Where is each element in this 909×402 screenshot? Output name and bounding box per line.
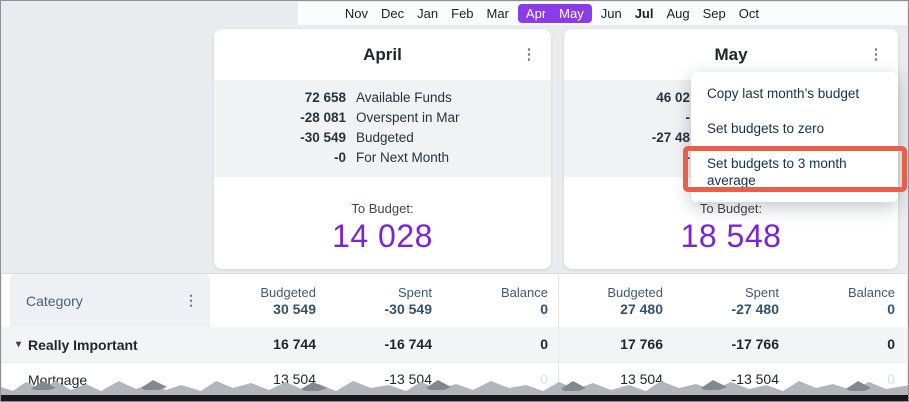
summary-label: For Next Month [356, 150, 450, 165]
budget-table: Category ⋮ Budgeted 30 549 Spent -30 549… [2, 273, 907, 400]
summary-value: -28 081 [300, 110, 346, 125]
cell-balance: 0 [540, 336, 548, 352]
summary-label: Budgeted [356, 130, 414, 145]
column-label: Balance [848, 284, 895, 300]
cell-balance: 0 [887, 336, 895, 352]
cell-budgeted: 17 766 [620, 336, 663, 352]
menu-item-set-budgets-3-month-average[interactable]: Set budgets to 3 month average [707, 156, 847, 188]
month-tab-nov[interactable]: Nov [344, 6, 369, 21]
summary-value-partial: 46 02 [656, 90, 690, 105]
cell-balance: 0 [887, 371, 895, 387]
header-balance: Balance 0 [442, 274, 558, 327]
selected-month-range: Apr May [517, 4, 592, 23]
may-to-budget: To Budget: 18 548 [564, 177, 898, 255]
to-budget-value: 14 028 [332, 218, 433, 254]
category-header-label: Category [26, 292, 83, 309]
cell-spent: -13 504 [731, 371, 779, 387]
month-tab-feb[interactable]: Feb [451, 6, 474, 21]
summary-label: Overspent in Mar [356, 110, 460, 125]
to-budget-label: To Budget: [699, 201, 763, 216]
month-tab-jun[interactable]: Jun [600, 6, 622, 21]
april-kebab-menu-icon[interactable]: ⋮ [521, 46, 537, 63]
header-spent: Spent -27 480 [675, 274, 791, 327]
april-to-budget: To Budget: 14 028 [214, 177, 551, 255]
category-group-name: ▾ Really Important [2, 327, 210, 362]
summary-row: -27 48 [564, 128, 898, 148]
group-name-label: Really Important [28, 336, 138, 353]
category-kebab-menu-icon[interactable]: ⋮ [184, 292, 198, 308]
category-column-header[interactable]: Category ⋮ [10, 274, 210, 327]
may-values: 17 766 -17 766 0 [558, 327, 907, 362]
summary-row: 72 658 Available Funds [214, 88, 551, 108]
item-name-label: Mortgage [28, 371, 88, 388]
summary-label: Available Funds [356, 90, 452, 105]
column-total: 30 549 [273, 300, 316, 317]
may-column-group: Budgeted 27 480 Spent -27 480 Balance 0 [558, 274, 907, 327]
cell-budgeted: 16 744 [273, 336, 316, 352]
cell-spent: -13 504 [384, 371, 432, 387]
summary-value: -0 [333, 150, 346, 165]
may-kebab-menu-icon[interactable]: ⋮ [868, 46, 884, 63]
cell-spent: -16 744 [384, 336, 432, 352]
table-row-really-important[interactable]: ▾ Really Important 16 744 -16 744 0 17 7… [2, 327, 907, 363]
column-label: Balance [501, 284, 548, 300]
may-values: 13 504 -13 504 0 [558, 363, 907, 396]
column-label: Budgeted [607, 284, 663, 300]
month-tab-jan[interactable]: Jan [417, 6, 439, 21]
column-total: 0 [887, 300, 895, 317]
may-card-title: May [714, 44, 748, 64]
summary-value: 72 658 [304, 90, 346, 105]
summary-row: 46 02 [564, 88, 898, 108]
month-options-menu: Copy last month’s budget Set budgets to … [691, 72, 898, 202]
column-label: Budgeted [260, 284, 316, 300]
summary-row: - [564, 108, 898, 128]
month-nav: Nov Dec Jan Feb Mar Apr May Jun Jul Aug … [298, 2, 907, 25]
summary-value-partial: - [685, 150, 691, 165]
header-balance: Balance 0 [791, 274, 907, 327]
month-tab-aug[interactable]: Aug [666, 6, 690, 21]
to-budget-value: 18 548 [680, 218, 782, 254]
month-tab-jul[interactable]: Jul [634, 6, 654, 21]
column-total: 0 [540, 300, 548, 317]
column-total: 27 480 [620, 300, 663, 317]
month-card-april: April ⋮ 72 658 Available Funds -28 081 O… [214, 29, 551, 269]
summary-row: -0 For Next Month [214, 148, 551, 168]
menu-item-copy-last-month[interactable]: Copy last month’s budget [707, 86, 860, 101]
april-card-header: April ⋮ [214, 29, 551, 81]
month-tab-sep[interactable]: Sep [702, 6, 726, 21]
month-tab-dec[interactable]: Dec [381, 6, 405, 21]
summary-row: -30 549 Budgeted [214, 128, 551, 148]
month-tab-may[interactable]: May [559, 6, 584, 21]
month-tab-oct[interactable]: Oct [738, 6, 759, 21]
summary-value-partial: -27 48 [651, 130, 690, 145]
summary-row: -28 081 Overspent in Mar [214, 108, 551, 128]
summary-value: -30 549 [300, 130, 346, 145]
cell-balance: 0 [540, 371, 548, 387]
menu-item-set-budgets-zero[interactable]: Set budgets to zero [707, 121, 825, 136]
table-header-row: Category ⋮ Budgeted 30 549 Spent -30 549… [2, 274, 907, 327]
april-summary: 72 658 Available Funds -28 081 Overspent… [214, 81, 551, 177]
summary-value-partial: - [685, 110, 691, 125]
to-budget-label: To Budget: [351, 201, 414, 216]
month-tab-mar[interactable]: Mar [486, 6, 509, 21]
category-item-name: Mortgage [2, 363, 210, 396]
april-values: 16 744 -16 744 0 [210, 327, 558, 362]
disclosure-triangle-icon[interactable]: ▾ [16, 339, 22, 350]
cell-budgeted: 13 504 [620, 371, 663, 387]
column-total: -27 480 [731, 300, 779, 317]
header-budgeted: Budgeted 27 480 [559, 274, 675, 327]
column-label: Spent [745, 284, 779, 300]
april-values: 13 504 -13 504 0 [210, 363, 558, 396]
table-row-mortgage[interactable]: Mortgage 13 504 -13 504 0 13 504 -13 504… [2, 363, 907, 397]
month-tab-apr[interactable]: Apr [525, 6, 547, 21]
header-spent: Spent -30 549 [326, 274, 442, 327]
cell-budgeted: 13 504 [273, 371, 316, 387]
april-card-title: April [363, 44, 402, 64]
column-label: Spent [398, 284, 432, 300]
april-column-group: Budgeted 30 549 Spent -30 549 Balance 0 [210, 274, 558, 327]
header-budgeted: Budgeted 30 549 [210, 274, 326, 327]
cell-spent: -17 766 [731, 336, 779, 352]
column-total: -30 549 [384, 300, 432, 317]
